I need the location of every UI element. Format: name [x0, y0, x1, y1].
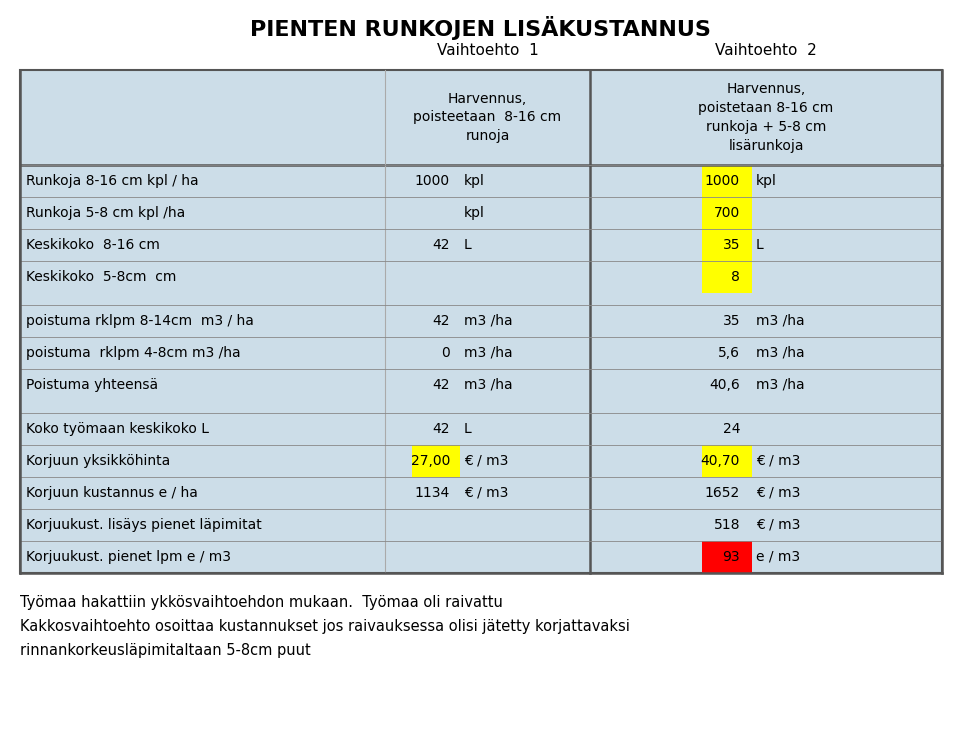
Text: kpl: kpl	[464, 206, 485, 220]
Text: L: L	[464, 238, 471, 252]
Text: 1000: 1000	[705, 174, 740, 188]
Text: 42: 42	[433, 422, 450, 436]
Text: € / m3: € / m3	[756, 454, 801, 468]
Text: Koko työmaan keskikoko L: Koko työmaan keskikoko L	[26, 422, 209, 436]
Text: Harvennus,
poisteetaan  8-16 cm
runoja: Harvennus, poisteetaan 8-16 cm runoja	[414, 92, 562, 144]
Text: 27,00: 27,00	[411, 454, 450, 468]
Text: Työmaa hakattiin ykkösvaihtoehdon mukaan.  Työmaa oli raivattu: Työmaa hakattiin ykkösvaihtoehdon mukaan…	[20, 595, 503, 610]
Text: kpl: kpl	[756, 174, 777, 188]
Text: m3 /ha: m3 /ha	[464, 346, 513, 360]
Text: 40,70: 40,70	[701, 454, 740, 468]
Bar	[702, 229, 752, 261]
Text: 1652: 1652	[705, 486, 740, 500]
Bar	[20, 70, 942, 573]
Text: Korjuun kustannus e / ha: Korjuun kustannus e / ha	[26, 486, 198, 500]
Text: e / m3: e / m3	[756, 550, 800, 564]
Text: Vaihtoehto  1: Vaihtoehto 1	[437, 43, 539, 58]
Text: 700: 700	[713, 206, 740, 220]
Text: 40,6: 40,6	[709, 378, 740, 392]
Text: 42: 42	[433, 314, 450, 328]
Text: Harvennus,
poistetaan 8-16 cm
runkoja + 5-8 cm
lisärunkoja: Harvennus, poistetaan 8-16 cm runkoja + …	[698, 82, 833, 153]
Text: 42: 42	[433, 238, 450, 252]
Text: 93: 93	[722, 550, 740, 564]
Text: m3 /ha: m3 /ha	[756, 378, 804, 392]
Text: poistuma rklpm 8-14cm  m3 / ha: poistuma rklpm 8-14cm m3 / ha	[26, 314, 253, 328]
Text: L: L	[756, 238, 764, 252]
Text: PIENTEN RUNKOJEN LISÄKUSTANNUS: PIENTEN RUNKOJEN LISÄKUSTANNUS	[250, 16, 710, 40]
Text: Runkoja 5-8 cm kpl /ha: Runkoja 5-8 cm kpl /ha	[26, 206, 185, 220]
Text: 518: 518	[713, 518, 740, 532]
Text: € / m3: € / m3	[464, 454, 509, 468]
Text: m3 /ha: m3 /ha	[464, 378, 513, 392]
Bar	[702, 165, 752, 197]
Text: Vaihtoehto  2: Vaihtoehto 2	[715, 43, 817, 58]
Text: Kakkosvaihtoehto osoittaa kustannukset jos raivauksessa olisi jätetty korjattava: Kakkosvaihtoehto osoittaa kustannukset j…	[20, 619, 630, 634]
Bar	[702, 261, 752, 293]
Text: m3 /ha: m3 /ha	[756, 346, 804, 360]
Text: € / m3: € / m3	[756, 486, 801, 500]
Text: Poistuma yhteensä: Poistuma yhteensä	[26, 378, 158, 392]
Text: 35: 35	[723, 314, 740, 328]
Text: 24: 24	[723, 422, 740, 436]
Bar	[702, 541, 752, 573]
Bar	[702, 197, 752, 229]
Text: 1134: 1134	[415, 486, 450, 500]
Bar	[702, 445, 752, 477]
Text: m3 /ha: m3 /ha	[464, 314, 513, 328]
Text: 5,6: 5,6	[718, 346, 740, 360]
Text: poistuma  rklpm 4-8cm m3 /ha: poistuma rklpm 4-8cm m3 /ha	[26, 346, 241, 360]
Text: 35: 35	[723, 238, 740, 252]
Text: Korjuun yksikköhinta: Korjuun yksikköhinta	[26, 454, 170, 468]
Text: Keskikoko  8-16 cm: Keskikoko 8-16 cm	[26, 238, 160, 252]
Text: 42: 42	[433, 378, 450, 392]
Text: Korjuukust. pienet lpm e / m3: Korjuukust. pienet lpm e / m3	[26, 550, 231, 564]
Text: m3 /ha: m3 /ha	[756, 314, 804, 328]
Text: Keskikoko  5-8cm  cm: Keskikoko 5-8cm cm	[26, 270, 177, 284]
Text: rinnankorkeusläpimitaltaan 5-8cm puut: rinnankorkeusläpimitaltaan 5-8cm puut	[20, 643, 311, 658]
Bar	[412, 445, 460, 477]
Text: 8: 8	[732, 270, 740, 284]
Text: 0: 0	[442, 346, 450, 360]
Text: L: L	[464, 422, 471, 436]
Text: Runkoja 8-16 cm kpl / ha: Runkoja 8-16 cm kpl / ha	[26, 174, 199, 188]
Text: € / m3: € / m3	[464, 486, 509, 500]
Text: Korjuukust. lisäys pienet läpimitat: Korjuukust. lisäys pienet läpimitat	[26, 518, 262, 532]
Text: kpl: kpl	[464, 174, 485, 188]
Text: 1000: 1000	[415, 174, 450, 188]
Text: € / m3: € / m3	[756, 518, 801, 532]
